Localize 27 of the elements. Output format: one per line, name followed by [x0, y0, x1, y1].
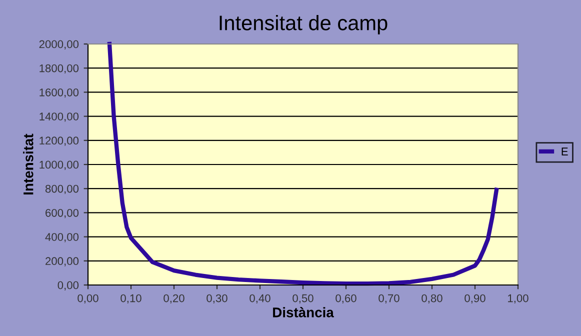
y-tick-label: 400,00 [45, 233, 79, 242]
x-tick-label: 1,00 [508, 294, 528, 304]
y-tick-label: 1800,00 [40, 64, 79, 74]
x-tick-label: 0,50 [292, 294, 314, 304]
x-tick-label: 0,00 [78, 294, 98, 304]
x-tick-label: 0,70 [378, 294, 400, 304]
chart-title: Intensitat de camp [220, 15, 388, 34]
y-tick-label: 1600,00 [40, 88, 79, 98]
x-tick-label: 0,90 [464, 294, 486, 304]
y-tick-label: 200,00 [46, 257, 79, 266]
x-tick-label: 0,40 [250, 294, 270, 304]
y-tick-label: 1200,00 [40, 136, 79, 146]
x-tick-label: 0,30 [206, 294, 228, 304]
x-tick-label: 0,80 [422, 294, 442, 304]
x-tick-label: 0,60 [336, 294, 356, 304]
y-tick-label: 0,00 [58, 281, 79, 290]
y-tick-label: 2000,00 [39, 40, 79, 50]
y-tick-label: 600,00 [46, 208, 79, 218]
x-tick-label: 0,10 [120, 294, 142, 304]
y-tick-label: 800,00 [45, 184, 79, 194]
y-axis-title: Intensitat [23, 134, 34, 194]
x-axis-title: Distància [273, 307, 334, 318]
y-tick-label: 1400,00 [40, 112, 79, 122]
y-tick-label: 1000,00 [40, 160, 79, 170]
legend-label: E [562, 148, 568, 156]
line-series [107, 42, 499, 286]
x-tick-label: 0,20 [164, 294, 184, 304]
